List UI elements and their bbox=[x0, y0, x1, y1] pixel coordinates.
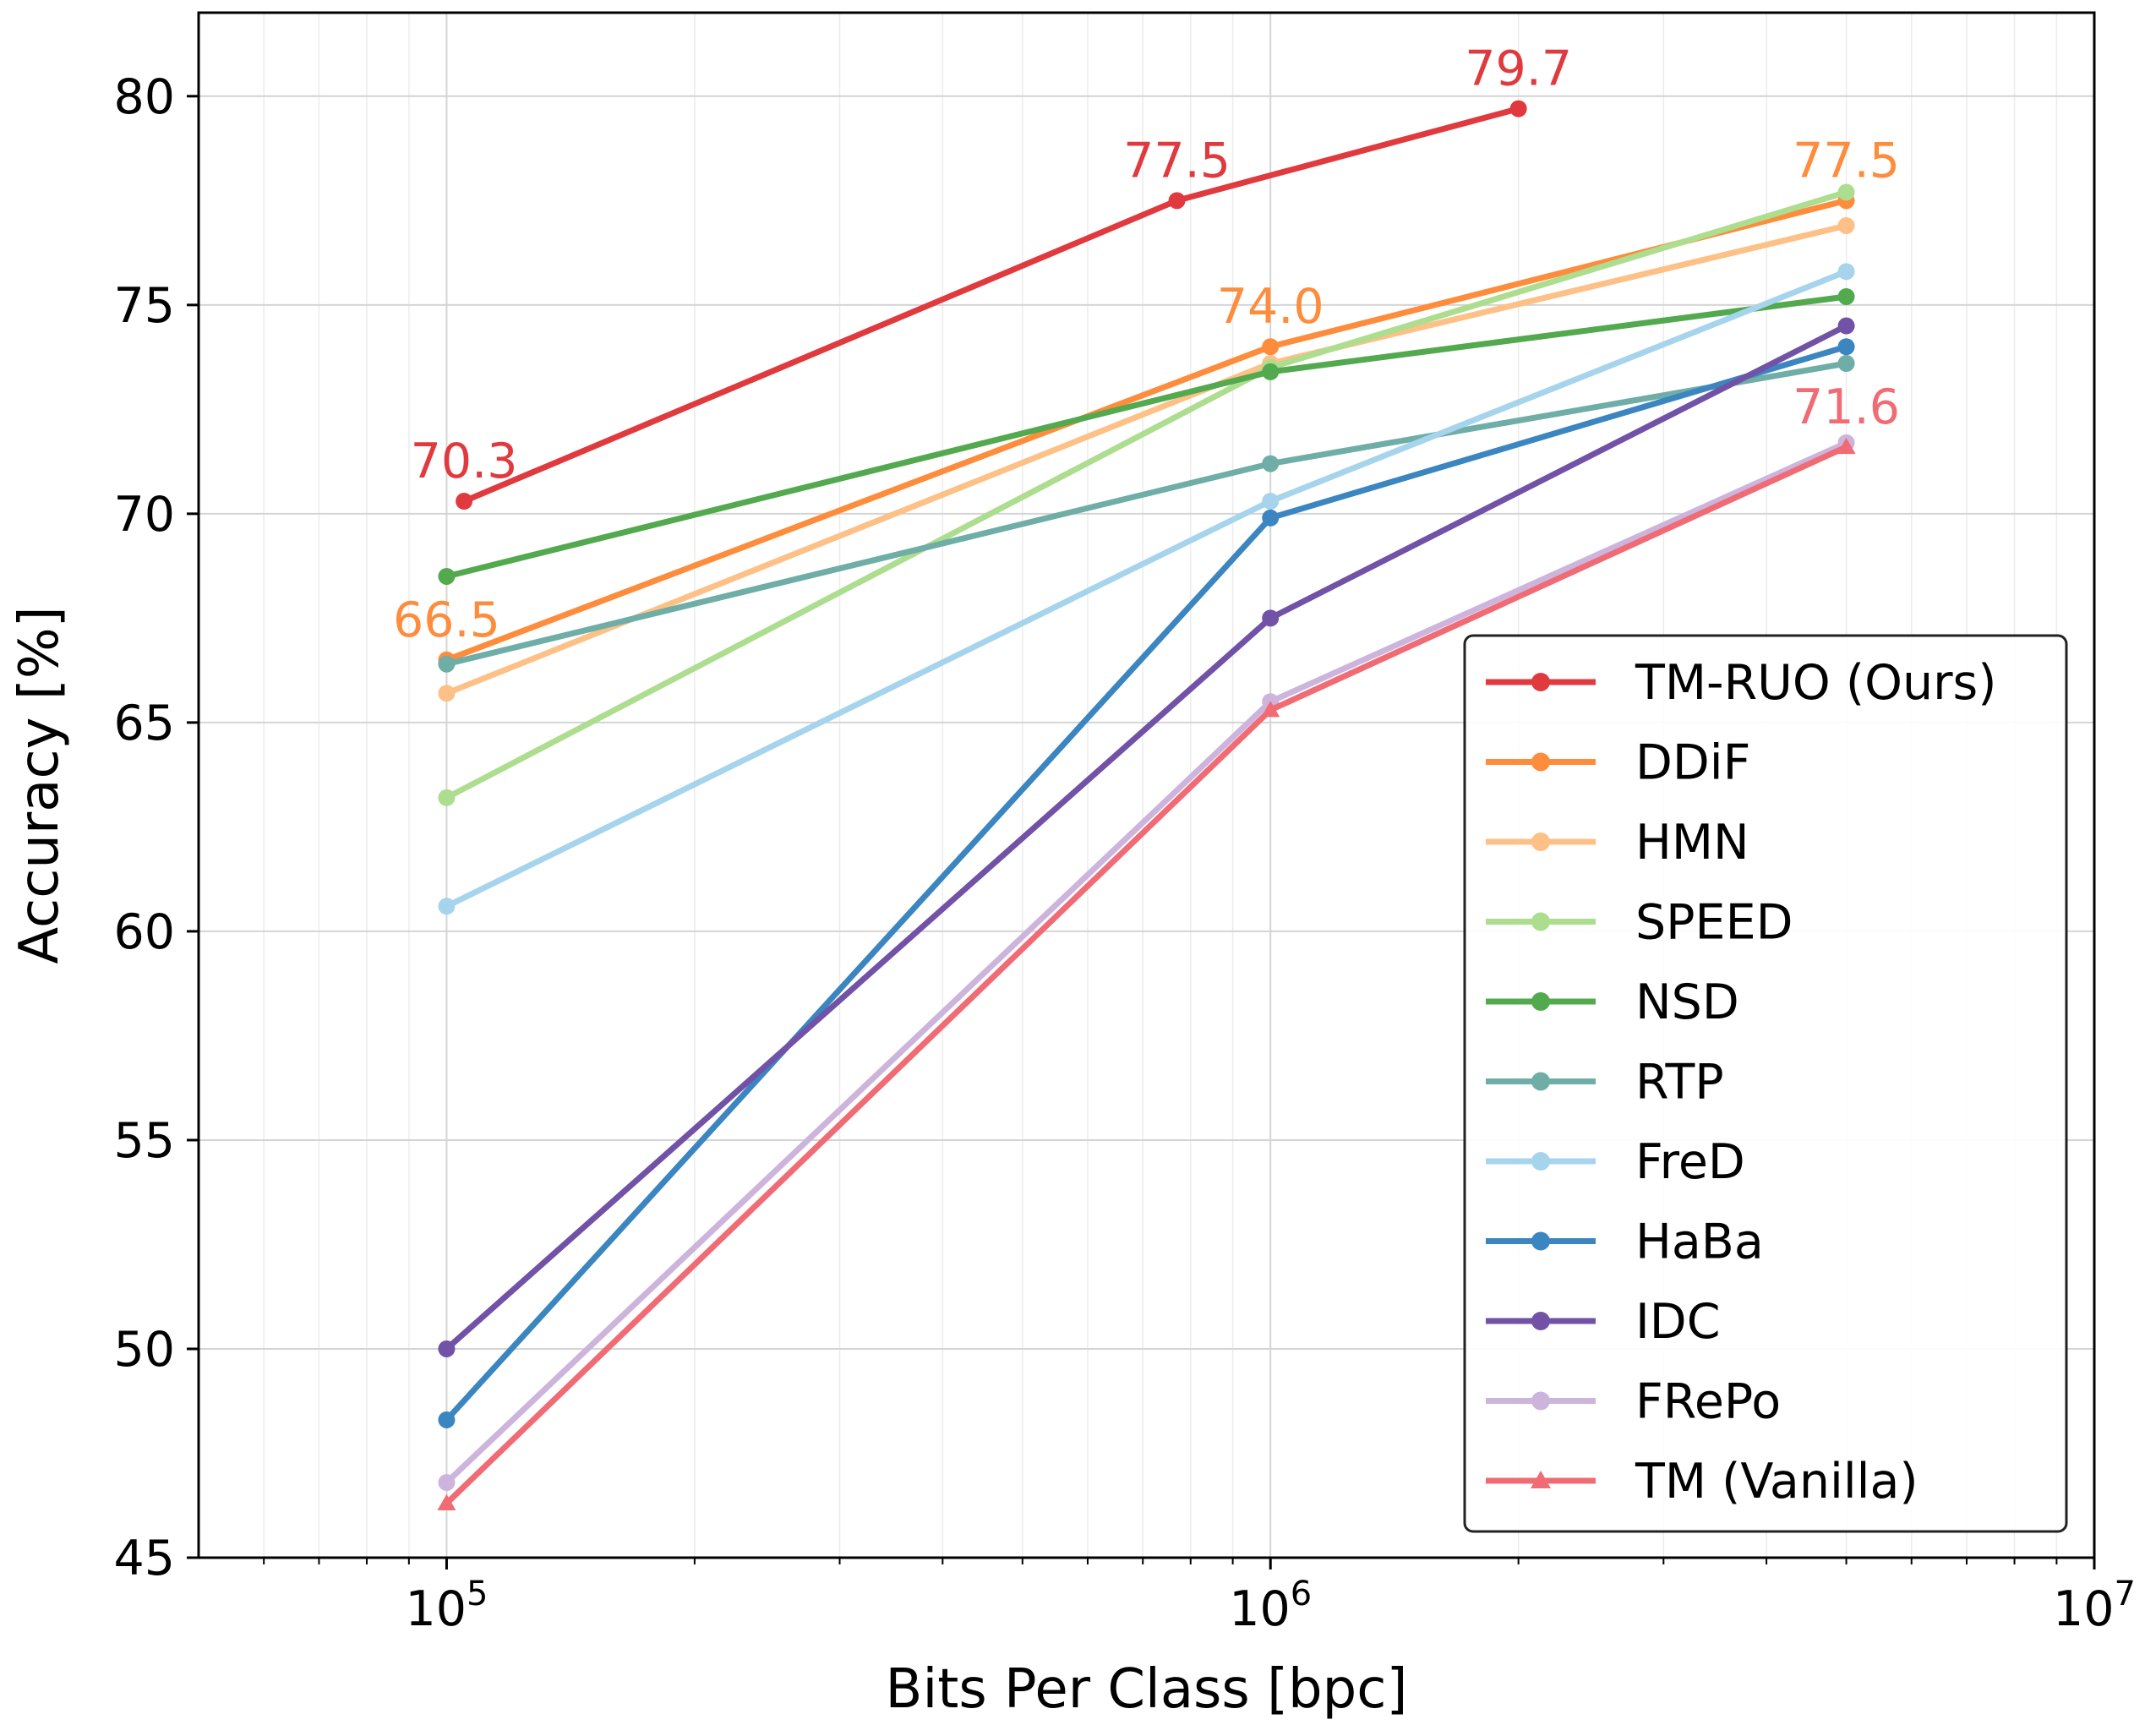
legend-marker-tm-ruo-ours bbox=[1531, 673, 1550, 691]
data-label: 66.5 bbox=[393, 592, 500, 648]
data-point-hmn bbox=[1837, 216, 1855, 234]
y-tick-label: 65 bbox=[113, 696, 175, 751]
legend-marker-hmn bbox=[1531, 833, 1550, 851]
legend-marker-rtp bbox=[1531, 1072, 1550, 1091]
data-point-tm-ruo-ours bbox=[1168, 192, 1186, 210]
x-tick-label: 106 bbox=[1229, 1575, 1312, 1637]
plot-frame bbox=[197, 11, 2096, 1559]
legend-label-tm-vanilla: TM (Vanilla) bbox=[1635, 1454, 1918, 1509]
legend-item-tm-vanilla: TM (Vanilla) bbox=[1486, 1454, 1918, 1509]
data-label: 70.3 bbox=[411, 434, 518, 489]
legend-marker-nsd bbox=[1531, 992, 1550, 1011]
data-point-idc bbox=[1837, 317, 1855, 335]
legend-box bbox=[1463, 634, 2068, 1533]
series-nsd bbox=[438, 287, 1855, 585]
data-point-rtp bbox=[1837, 355, 1855, 373]
data-label: 77.5 bbox=[1123, 133, 1231, 188]
y-tick-label: 70 bbox=[113, 487, 175, 543]
data-point-haba bbox=[1837, 338, 1855, 356]
data-point-frepo bbox=[438, 1474, 456, 1492]
data-point-fred bbox=[1837, 263, 1855, 281]
legend-item-rtp: RTP bbox=[1486, 1055, 1724, 1111]
legend-label-nsd: NSD bbox=[1635, 974, 1739, 1030]
data-point-nsd bbox=[438, 567, 456, 585]
series-rtp bbox=[438, 355, 1855, 673]
legend-marker-haba bbox=[1531, 1231, 1550, 1251]
legend: TM-RUO (Ours) DDiF HMN SPEED NSD RTP FreD HaBa I… bbox=[1463, 634, 2068, 1533]
legend-item-tm-ruo-ours: TM-RUO (Ours) bbox=[1486, 655, 1996, 711]
legend-label-hmn: HMN bbox=[1635, 815, 1749, 871]
data-point-rtp bbox=[1262, 455, 1280, 472]
series-tm-vanilla bbox=[437, 437, 1856, 1511]
series-tm-ruo-ours bbox=[456, 100, 1527, 510]
x-tick-label: 105 bbox=[405, 1575, 488, 1637]
data-point-tm-ruo-ours bbox=[1509, 100, 1527, 117]
legend-item-haba: HaBa bbox=[1486, 1215, 1764, 1270]
series-line-hmn bbox=[443, 222, 1850, 696]
data-point-speed bbox=[1837, 183, 1855, 201]
y-tick-label: 50 bbox=[113, 1322, 175, 1378]
legend-marker-frepo bbox=[1531, 1391, 1550, 1411]
data-label: 71.6 bbox=[1793, 379, 1900, 435]
legend-label-ddif: DDiF bbox=[1635, 735, 1750, 791]
legend-item-ddif: DDiF bbox=[1486, 735, 1750, 791]
x-axis-label: Bits Per Class [bpc] bbox=[886, 1658, 1408, 1721]
legend-marker-idc bbox=[1531, 1312, 1550, 1330]
data-point-haba bbox=[438, 1411, 456, 1428]
y-tick-label: 60 bbox=[113, 904, 175, 960]
legend-label-frepo: FRePo bbox=[1635, 1374, 1781, 1430]
data-point-fred bbox=[438, 898, 456, 915]
data-label: 79.7 bbox=[1465, 41, 1572, 97]
y-tick-label: 80 bbox=[113, 69, 175, 125]
data-point-fred bbox=[1262, 493, 1280, 510]
y-tick-label: 45 bbox=[113, 1531, 175, 1586]
legend-item-speed: SPEED bbox=[1486, 895, 1793, 951]
legend-item-nsd: NSD bbox=[1486, 974, 1739, 1030]
legend-item-frepo: FRePo bbox=[1486, 1374, 1781, 1430]
series-idc bbox=[438, 317, 1855, 1357]
series-haba bbox=[438, 338, 1855, 1428]
series-fred bbox=[438, 263, 1855, 915]
legend-item-hmn: HMN bbox=[1486, 815, 1749, 871]
data-point-idc bbox=[438, 1340, 456, 1357]
data-point-nsd bbox=[1837, 287, 1855, 305]
data-point-hmn bbox=[438, 685, 456, 702]
legend-label-fred: FreD bbox=[1635, 1134, 1745, 1190]
series-layer bbox=[437, 100, 1856, 1511]
data-point-speed bbox=[438, 789, 456, 806]
legend-label-haba: HaBa bbox=[1635, 1215, 1764, 1270]
legend-item-fred: FreD bbox=[1486, 1134, 1745, 1190]
legend-marker-tm-vanilla bbox=[1531, 1471, 1551, 1488]
y-axis-label: Accuracy [%] bbox=[8, 606, 71, 964]
data-label: 74.0 bbox=[1217, 279, 1324, 335]
legend-marker-fred bbox=[1531, 1152, 1550, 1171]
legend-label-rtp: RTP bbox=[1635, 1055, 1724, 1111]
series-hmn bbox=[438, 216, 1855, 702]
data-point-tm-vanilla bbox=[1261, 701, 1280, 718]
data-point-haba bbox=[1262, 509, 1280, 527]
legend-item-idc: IDC bbox=[1486, 1294, 1721, 1350]
y-tick-label: 75 bbox=[113, 278, 175, 334]
legend-label-speed: SPEED bbox=[1635, 895, 1793, 951]
data-point-ddif bbox=[1262, 338, 1280, 356]
x-tick-label: 107 bbox=[2053, 1575, 2136, 1637]
data-point-tm-vanilla bbox=[437, 1493, 456, 1511]
legend-label-idc: IDC bbox=[1635, 1294, 1721, 1350]
data-point-nsd bbox=[1262, 363, 1280, 380]
data-point-idc bbox=[1262, 609, 1280, 627]
data-label: 77.5 bbox=[1793, 133, 1900, 188]
annotation-layer: 70.3 77.5 79.7 66.5 74.0 77.5 71.6 bbox=[393, 41, 1900, 648]
y-tick-label: 55 bbox=[113, 1113, 175, 1169]
legend-marker-speed bbox=[1531, 912, 1550, 931]
legend-marker-ddif bbox=[1531, 752, 1550, 772]
data-point-rtp bbox=[438, 655, 456, 673]
data-point-tm-ruo-ours bbox=[456, 493, 473, 510]
axes-layer: 45 50 55 60 65 70 75 80 105 106 107 Bits Per Class … bbox=[8, 11, 2136, 1721]
legend-label-tm-ruo-ours: TM-RUO (Ours) bbox=[1635, 655, 1996, 711]
data-point-tm-vanilla bbox=[1837, 437, 1856, 455]
